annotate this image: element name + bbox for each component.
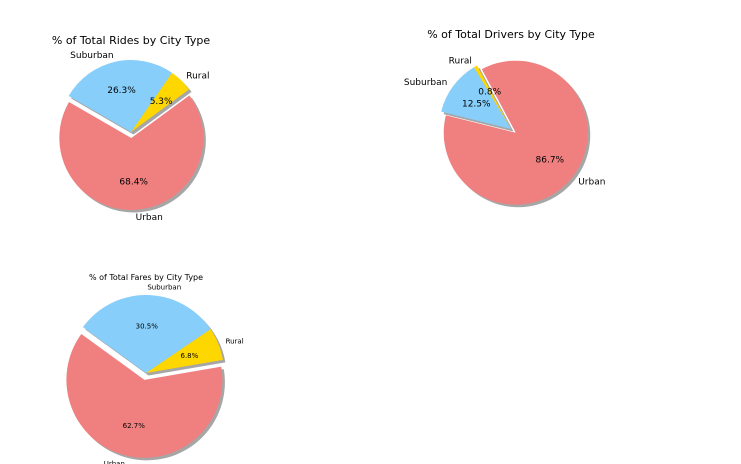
slice-suburban — [68, 60, 172, 132]
pct-label-urban: 86.7% — [536, 155, 565, 165]
slice-rural — [146, 329, 223, 373]
pct-label-suburban: 26.3% — [107, 86, 136, 96]
category-label-suburban: Suburban — [147, 284, 181, 292]
chart-title: % of Total Fares by City Type — [89, 273, 203, 282]
chart-title: % of Total Rides by City Type — [52, 34, 210, 47]
slice-urban — [443, 60, 588, 205]
pct-label-rural: 5.3% — [150, 97, 173, 107]
pie-chart-2: % of Total Drivers by City Type 86.7% Urba… — [404, 28, 605, 208]
slice-rural — [473, 65, 511, 129]
category-label-urban: Urban — [104, 460, 125, 464]
category-label-rural: Rural — [186, 71, 209, 81]
pie-chart-1: % of Total Rides by City Type 68.4% Urban 5… — [52, 34, 210, 223]
category-label-suburban: Suburban — [70, 51, 113, 61]
pct-label-rural: 0.8% — [478, 88, 501, 98]
slice-suburban — [82, 294, 211, 373]
pie-chart-3: % of Total Fares by City Type 62.7% Urban 6… — [66, 273, 244, 464]
category-label-urban: Urban — [136, 213, 163, 223]
chart-title: % of Total Drivers by City Type — [427, 28, 595, 41]
slice-urban — [59, 95, 204, 210]
pct-label-suburban: 30.5% — [136, 323, 159, 331]
category-label-suburban: Suburban — [404, 78, 447, 88]
category-label-rural: Rural — [449, 56, 472, 66]
pct-label-suburban: 12.5% — [462, 99, 491, 109]
category-label-rural: Rural — [226, 337, 244, 345]
slice-suburban — [441, 67, 511, 129]
category-label-urban: Urban — [578, 178, 605, 188]
slice-rural — [131, 72, 190, 132]
pct-label-urban: 68.4% — [119, 177, 148, 187]
pct-label-urban: 62.7% — [123, 422, 146, 430]
slice-urban — [66, 333, 223, 458]
pct-label-rural: 6.8% — [181, 352, 199, 360]
